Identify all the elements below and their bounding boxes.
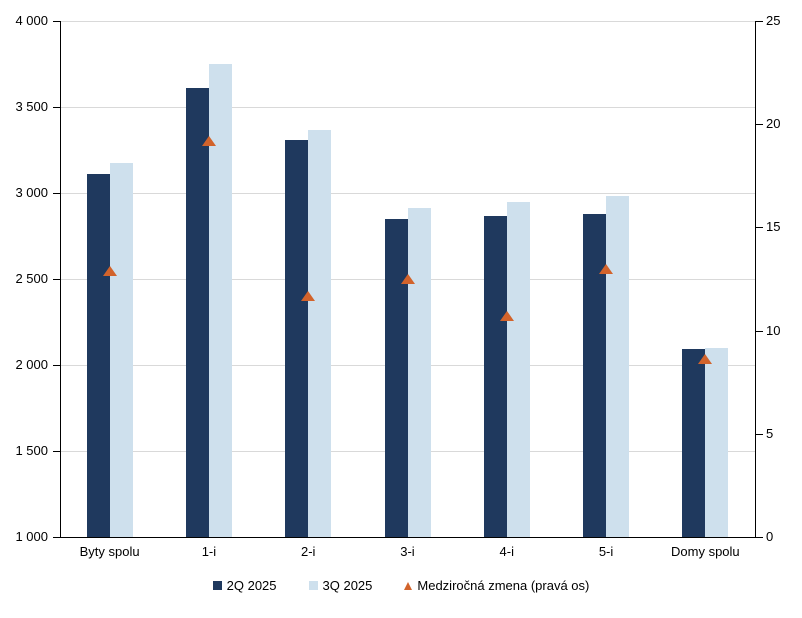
bar-2q-2025	[583, 213, 607, 537]
legend-label-3q-2025: 3Q 2025	[322, 578, 373, 593]
legend-item-yoy-change: Medziročná zmena (pravá os)	[404, 578, 589, 593]
y-axis-left-label: 2 000	[15, 357, 48, 372]
x-axis-category-label: 5-i	[598, 544, 614, 559]
legend-triangle-yoy-change-icon	[404, 581, 413, 590]
chart-legend: 2Q 2025 3Q 2025 Medziročná zmena (pravá …	[0, 578, 802, 593]
y-axis-right-label: 5	[766, 425, 774, 441]
x-axis-category-label: 1-i	[201, 544, 217, 559]
y-axis-right-tick	[756, 537, 763, 538]
y-axis-left-label: 4 000	[15, 13, 48, 28]
y-axis-left-line	[60, 21, 61, 537]
legend-label-2q-2025: 2Q 2025	[226, 578, 277, 593]
x-axis-category-label: Byty spolu	[79, 544, 140, 559]
gridline	[61, 21, 755, 22]
bar-3q-2025	[407, 208, 431, 537]
y-axis-left-tick	[53, 193, 60, 194]
bar-2q-2025	[185, 88, 209, 537]
marker-yoy-triangle	[499, 311, 514, 322]
bar-2q-2025	[285, 139, 309, 537]
bar-3q-2025	[208, 64, 232, 537]
y-axis-left-label: 2 500	[15, 271, 48, 286]
x-axis-category-label: 2-i	[300, 544, 316, 559]
y-axis-left-tick	[53, 537, 60, 538]
bar-3q-2025	[606, 196, 630, 537]
legend-square-2q-2025	[212, 581, 222, 590]
y-axis-left-tick	[53, 365, 60, 366]
y-axis-right-label: 20	[766, 116, 781, 132]
bar-2q-2025	[86, 174, 110, 537]
x-axis-line	[60, 537, 756, 538]
bar-3q-2025	[109, 162, 133, 537]
y-axis-right-label: 0	[766, 529, 774, 544]
bar-2q-2025	[682, 348, 706, 537]
y-axis-right-line	[755, 21, 756, 537]
legend-label-yoy-change: Medziročná zmena (pravá os)	[417, 578, 590, 593]
y-axis-left-tick	[53, 279, 60, 280]
y-axis-left-tick	[53, 107, 60, 108]
marker-yoy-triangle	[301, 290, 316, 301]
y-axis-left-label: 1 500	[15, 443, 48, 458]
marker-yoy-triangle	[201, 135, 216, 146]
gridline	[61, 193, 755, 194]
bar-2q-2025	[384, 218, 408, 537]
y-axis-right-label: 10	[766, 322, 781, 338]
legend-square-3q-2025	[308, 581, 318, 590]
y-axis-left-label: 3 500	[15, 99, 48, 114]
x-axis-category-label: Domy spolu	[671, 544, 740, 559]
marker-yoy-triangle	[698, 354, 713, 365]
y-axis-left-label: 3 000	[15, 185, 48, 200]
y-axis-left-tick	[53, 451, 60, 452]
y-axis-right-tick	[756, 21, 763, 22]
x-axis-category-label: 4-i	[499, 544, 514, 559]
y-axis-right-label: 25	[766, 13, 781, 28]
bar-3q-2025	[705, 347, 729, 537]
legend-item-3q-2025: 3Q 2025	[308, 578, 373, 593]
y-axis-right-tick	[756, 124, 763, 126]
gridline	[61, 107, 755, 108]
y-axis-right-tick	[756, 433, 763, 435]
bar-3q-2025	[506, 202, 530, 537]
y-axis-left-label: 1 000	[15, 529, 48, 544]
bar-3q-2025	[308, 130, 332, 537]
marker-yoy-triangle	[400, 274, 415, 284]
y-axis-right-tick	[756, 227, 763, 229]
marker-yoy-triangle	[102, 265, 117, 276]
y-axis-left-tick	[53, 21, 60, 22]
legend-item-2q-2025: 2Q 2025	[212, 578, 277, 593]
y-axis-right-tick	[756, 330, 763, 332]
y-axis-right-label: 15	[766, 219, 781, 235]
marker-yoy-triangle	[599, 263, 614, 274]
bar-2q-2025	[483, 216, 507, 537]
x-axis-category-label: 3-i	[400, 544, 415, 559]
